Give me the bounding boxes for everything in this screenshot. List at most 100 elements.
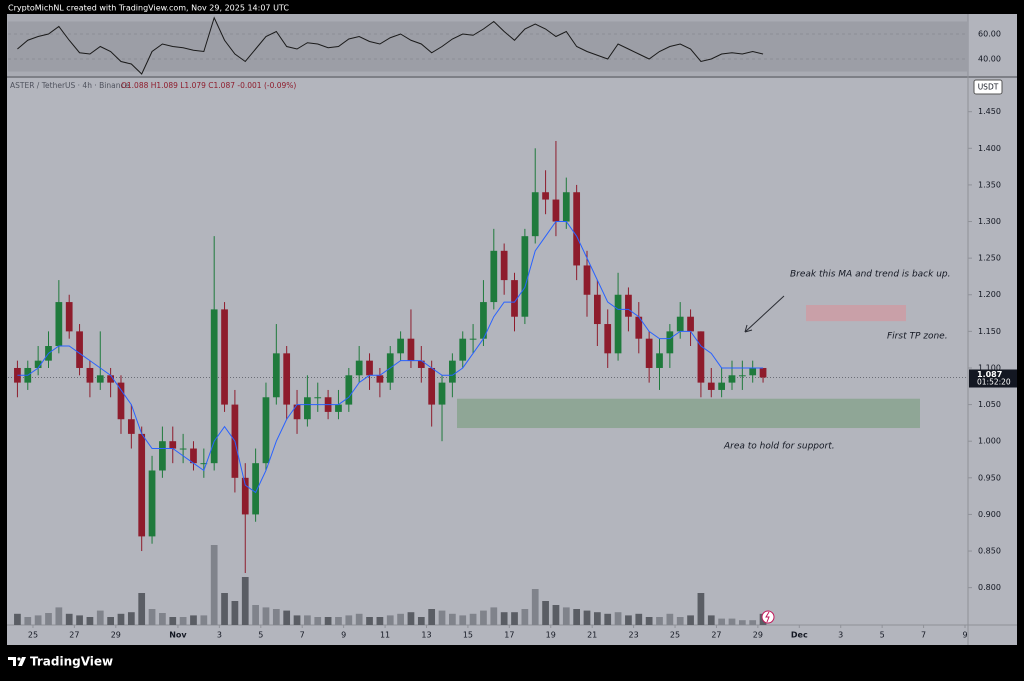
y-tick-label: 1.300 — [978, 217, 1001, 226]
volume-bar — [604, 613, 612, 625]
volume-bar — [345, 615, 353, 625]
candle-body — [645, 338, 653, 368]
volume-bar — [200, 615, 208, 625]
rsi-band — [8, 21, 968, 72]
ma-line — [17, 221, 764, 494]
volume-bar — [24, 617, 32, 625]
y-tick-label: 1.050 — [978, 400, 1001, 409]
volume-bar — [304, 615, 311, 625]
rsi-tick-label: 60.00 — [978, 30, 1001, 39]
countdown: 01:52:20 — [977, 377, 1011, 386]
y-tick-label: 1.150 — [978, 327, 1001, 336]
volume-bar — [407, 612, 415, 625]
candle-body — [666, 331, 674, 354]
candle-body — [676, 316, 684, 332]
volume-bar — [687, 615, 694, 625]
currency-box[interactable] — [973, 79, 1003, 95]
x-tick-label: Dec — [791, 631, 808, 640]
volume-bar — [34, 615, 42, 625]
x-tick-label: 3 — [217, 631, 222, 640]
candle-body — [148, 470, 156, 537]
volume-bar — [697, 593, 705, 625]
candle-body — [407, 338, 415, 361]
volume-bar — [749, 620, 757, 625]
volume-bar — [262, 607, 270, 625]
x-tick-label: 29 — [111, 631, 121, 640]
annotation: First TP zone. — [887, 332, 948, 342]
y-tick-label: 0.950 — [978, 473, 1001, 482]
candle-body — [200, 463, 208, 465]
candle-body — [304, 397, 311, 420]
volume-bar — [283, 610, 291, 625]
volume-bar — [55, 607, 63, 625]
candle-body — [500, 250, 508, 281]
y-tick-label: 1.250 — [978, 254, 1001, 263]
main-pane — [7, 78, 968, 625]
x-tick-label: 15 — [463, 631, 473, 640]
currency[interactable]: USDT — [978, 83, 999, 92]
candle-body — [428, 367, 436, 405]
volume-bar — [459, 615, 467, 625]
volume-bar — [728, 618, 736, 625]
volume-bar — [355, 613, 363, 625]
candle-body — [355, 360, 363, 376]
volume-bar — [738, 620, 746, 625]
y-tick-label: 0.900 — [978, 510, 1001, 519]
candle-body — [738, 375, 746, 377]
candle-body — [241, 477, 249, 515]
candle-body — [65, 302, 73, 332]
volume-bar — [241, 577, 249, 625]
volume-bar — [666, 613, 674, 625]
x-tick-label: 27 — [69, 631, 79, 640]
x-tick-label: 17 — [504, 631, 514, 640]
x-tick-label: 21 — [587, 631, 597, 640]
volume-bar — [635, 613, 643, 625]
candle-body — [417, 360, 425, 368]
volume-bar — [210, 545, 218, 625]
volume-bar — [252, 605, 259, 625]
candle-body — [552, 199, 560, 222]
candle-body — [76, 331, 83, 368]
candle-body — [179, 448, 187, 450]
candle-body — [511, 280, 518, 317]
volume-bar — [148, 609, 156, 625]
logo-part — [18, 657, 26, 666]
volume-bar — [490, 607, 498, 625]
candle-body — [314, 397, 322, 399]
volume-bar — [521, 609, 529, 625]
volume-bar — [324, 617, 332, 625]
volume-bar — [376, 617, 384, 625]
candle-body — [34, 360, 42, 368]
volume-bar — [221, 593, 228, 625]
candle-body — [272, 353, 280, 398]
volume-bar — [96, 610, 104, 625]
volume-bar — [231, 601, 239, 625]
candle-body — [252, 463, 259, 515]
symbol: ASTER / TetherUS · 4h · Binance — [10, 81, 130, 90]
ohlc-legend: O1.088 H1.089 L1.079 C1.087 -0.001 (-0.0… — [121, 81, 296, 90]
volume-bar — [366, 617, 373, 625]
rsi-line — [17, 16, 764, 75]
candle-body — [656, 353, 663, 368]
volume-bar — [293, 615, 301, 625]
x-tick-label: 23 — [629, 631, 639, 640]
volume-bar — [169, 617, 177, 625]
volume-bar — [656, 617, 663, 625]
time-axis — [7, 625, 968, 645]
volume-bar — [469, 613, 477, 625]
volume-bar — [718, 618, 725, 625]
volume-bar — [76, 615, 83, 625]
candle-body — [459, 338, 467, 361]
volume-bar — [593, 612, 601, 625]
volume-bar — [107, 617, 114, 625]
candle-body — [614, 294, 622, 354]
volume-bar — [335, 617, 342, 625]
candle-body — [293, 404, 301, 420]
x-tick-label: 19 — [546, 631, 556, 640]
y-tick-label: 1.100 — [978, 363, 1001, 372]
x-tick-label: 25 — [28, 631, 38, 640]
volume-bar — [272, 609, 280, 625]
x-tick-label: 7 — [921, 631, 926, 640]
support-zone — [457, 398, 920, 429]
candle-body — [749, 367, 757, 376]
